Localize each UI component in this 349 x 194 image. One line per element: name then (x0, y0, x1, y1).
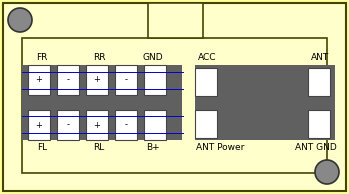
Text: RL: RL (94, 144, 105, 152)
Bar (115, 110, 137, 140)
Text: +: + (36, 75, 43, 85)
Text: B+: B+ (146, 144, 160, 152)
Text: GND: GND (143, 53, 163, 61)
Circle shape (8, 8, 32, 32)
Text: ACC: ACC (198, 53, 216, 61)
Bar (86, 110, 108, 140)
Circle shape (315, 160, 339, 184)
Bar (308, 68, 330, 96)
Bar (28, 110, 50, 140)
Bar (308, 110, 330, 138)
Bar (144, 110, 166, 140)
Text: FL: FL (37, 144, 47, 152)
Text: -: - (67, 120, 69, 130)
Bar (144, 65, 166, 95)
Text: RR: RR (93, 53, 105, 61)
Bar (148, 3, 203, 38)
Bar (195, 68, 217, 96)
Text: -: - (67, 75, 69, 85)
Bar (22, 38, 327, 173)
Text: ANT GND: ANT GND (295, 144, 337, 152)
Bar (28, 65, 50, 95)
Bar (115, 65, 137, 95)
Bar (57, 110, 79, 140)
Text: -: - (125, 120, 127, 130)
Bar (195, 65, 335, 140)
Bar (86, 65, 108, 95)
Text: ANT Power: ANT Power (196, 144, 244, 152)
Text: ANT: ANT (311, 53, 329, 61)
Text: +: + (94, 120, 101, 130)
Bar (22, 65, 182, 140)
Text: -: - (125, 75, 127, 85)
Text: FR: FR (36, 53, 48, 61)
Bar (57, 65, 79, 95)
Text: +: + (36, 120, 43, 130)
Bar (195, 110, 217, 138)
Text: +: + (94, 75, 101, 85)
